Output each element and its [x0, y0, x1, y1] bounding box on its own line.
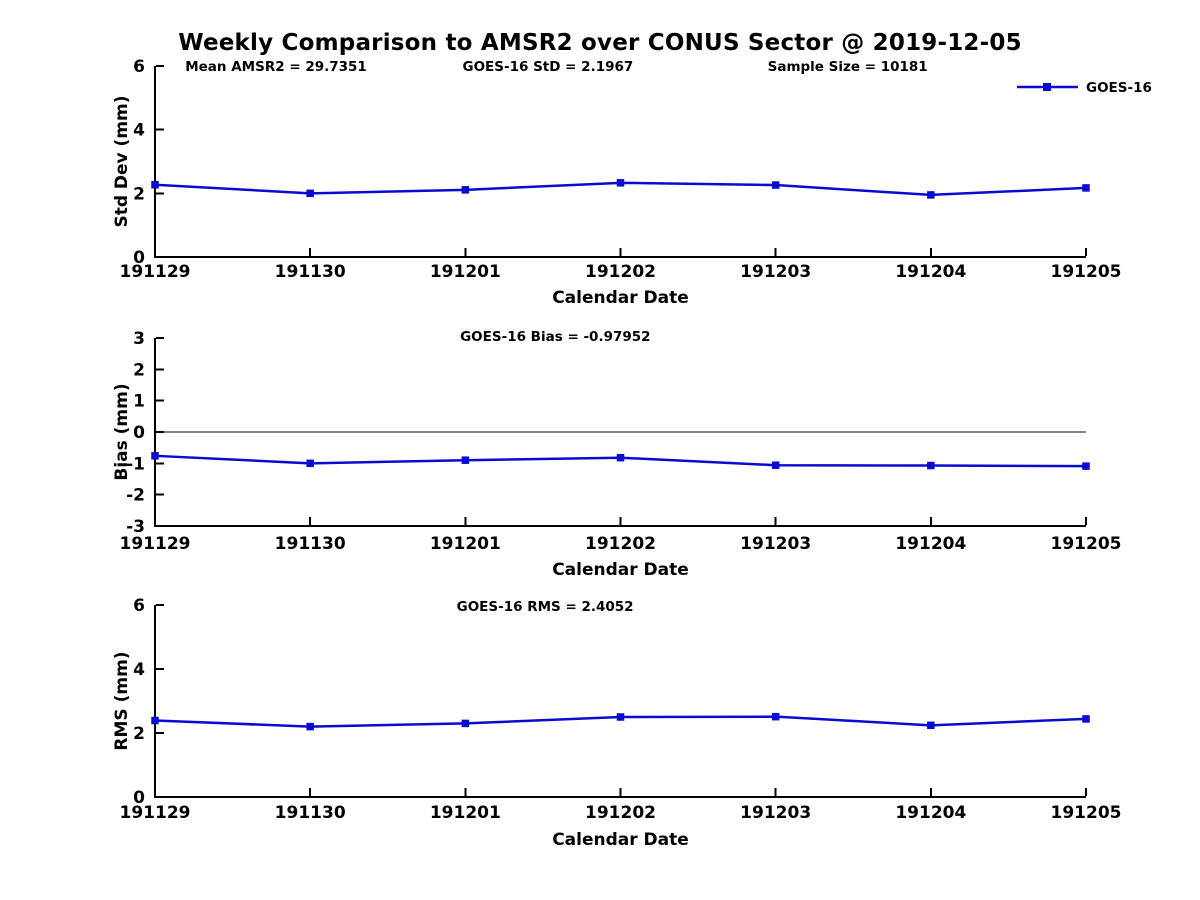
y-tick-label: 0	[133, 423, 145, 443]
data-point-marker	[1082, 184, 1090, 192]
legend-label: GOES-16	[1086, 80, 1152, 96]
x-tick-label: 191204	[895, 534, 966, 554]
x-axis-title: Calendar Date	[552, 288, 689, 308]
annotation: GOES-16 StD = 2.1967	[462, 59, 633, 75]
x-tick-label: 191130	[275, 803, 346, 823]
x-tick-label: 191205	[1051, 803, 1122, 823]
data-point-marker	[771, 712, 780, 721]
annotation: GOES-16 Bias = -0.97952	[460, 329, 650, 345]
y-tick-label: 2	[133, 184, 145, 204]
data-point-marker	[927, 721, 935, 730]
data-point-marker	[461, 456, 470, 464]
data-point-marker	[461, 719, 470, 728]
legend: GOES-16	[1017, 80, 1152, 96]
y-axis-title: RMS (mm)	[112, 651, 132, 750]
data-point-marker	[151, 452, 159, 460]
x-axis-title: Calendar Date	[552, 830, 689, 850]
data-point-marker	[151, 180, 159, 189]
x-tick-label: 191201	[430, 534, 501, 554]
y-tick-label: 4	[133, 121, 145, 141]
data-point-marker	[616, 179, 625, 187]
y-tick-label: 0	[133, 248, 145, 268]
data-point-marker	[616, 713, 625, 721]
y-tick-label: 6	[133, 57, 145, 77]
annotation: Mean AMSR2 = 29.7351	[185, 59, 367, 75]
legend-square-icon	[1043, 83, 1051, 91]
x-tick-label: 191203	[740, 803, 811, 823]
x-tick-label: 191204	[895, 803, 966, 823]
x-tick-label: 191201	[430, 262, 501, 282]
y-tick-label: 0	[133, 788, 145, 808]
x-tick-label: 191202	[585, 262, 656, 282]
y-tick-label: -1	[126, 454, 145, 474]
y-axis-title: Std Dev (mm)	[112, 95, 132, 227]
x-axis-title: Calendar Date	[552, 560, 689, 580]
data-point-marker	[306, 189, 314, 198]
y-tick-label: 6	[133, 596, 145, 616]
data-point-marker	[306, 459, 314, 468]
data-point-marker	[306, 722, 314, 731]
x-tick-label: 191203	[740, 262, 811, 282]
y-tick-label: 3	[133, 329, 145, 349]
data-point-marker	[927, 191, 935, 199]
y-tick-label: -2	[126, 486, 145, 506]
x-tick-label: 191129	[120, 534, 191, 554]
annotation: Sample Size = 10181	[768, 59, 928, 75]
subplot-bias: -3 -2 -1 0 1 2 3 191129 191130 191201 191202 191203…	[112, 329, 1121, 580]
data-point-marker	[1082, 715, 1090, 723]
data-point-marker	[771, 181, 780, 189]
x-tick-label: 191130	[275, 534, 346, 554]
x-tick-label: 191205	[1051, 534, 1122, 554]
y-tick-label: 4	[133, 660, 145, 680]
x-tick-label: 191129	[120, 262, 191, 282]
data-point-marker	[151, 716, 159, 725]
data-point-marker	[616, 453, 625, 462]
x-tick-label: 191129	[120, 803, 191, 823]
data-point-marker	[1082, 462, 1090, 470]
y-tick-label: -3	[126, 517, 145, 537]
annotation: GOES-16 RMS = 2.4052	[457, 599, 634, 615]
x-tick-label: 191202	[585, 803, 656, 823]
y-axis-title: Bias (mm)	[112, 383, 132, 480]
subplot-std-dev: 0 2 4 6 191129 191130 191201 191202 191203 191204…	[112, 57, 1152, 308]
chart-title: Weekly Comparison to AMSR2 over CONUS Se…	[178, 30, 1022, 56]
y-tick-label: 2	[133, 360, 145, 380]
x-tick-label: 191201	[430, 803, 501, 823]
data-point-marker	[771, 461, 780, 469]
x-tick-label: 191204	[895, 262, 966, 282]
data-point-marker	[461, 186, 470, 194]
x-tick-label: 191205	[1051, 262, 1122, 282]
y-tick-label: 1	[133, 392, 145, 412]
x-tick-label: 191203	[740, 534, 811, 554]
x-tick-label: 191202	[585, 534, 656, 554]
y-tick-label: 2	[133, 724, 145, 744]
x-tick-label: 191130	[275, 262, 346, 282]
subplot-rms: 0 2 4 6 191129 191130 191201 191202 191203 191204…	[112, 596, 1121, 850]
data-point-marker	[927, 461, 935, 470]
